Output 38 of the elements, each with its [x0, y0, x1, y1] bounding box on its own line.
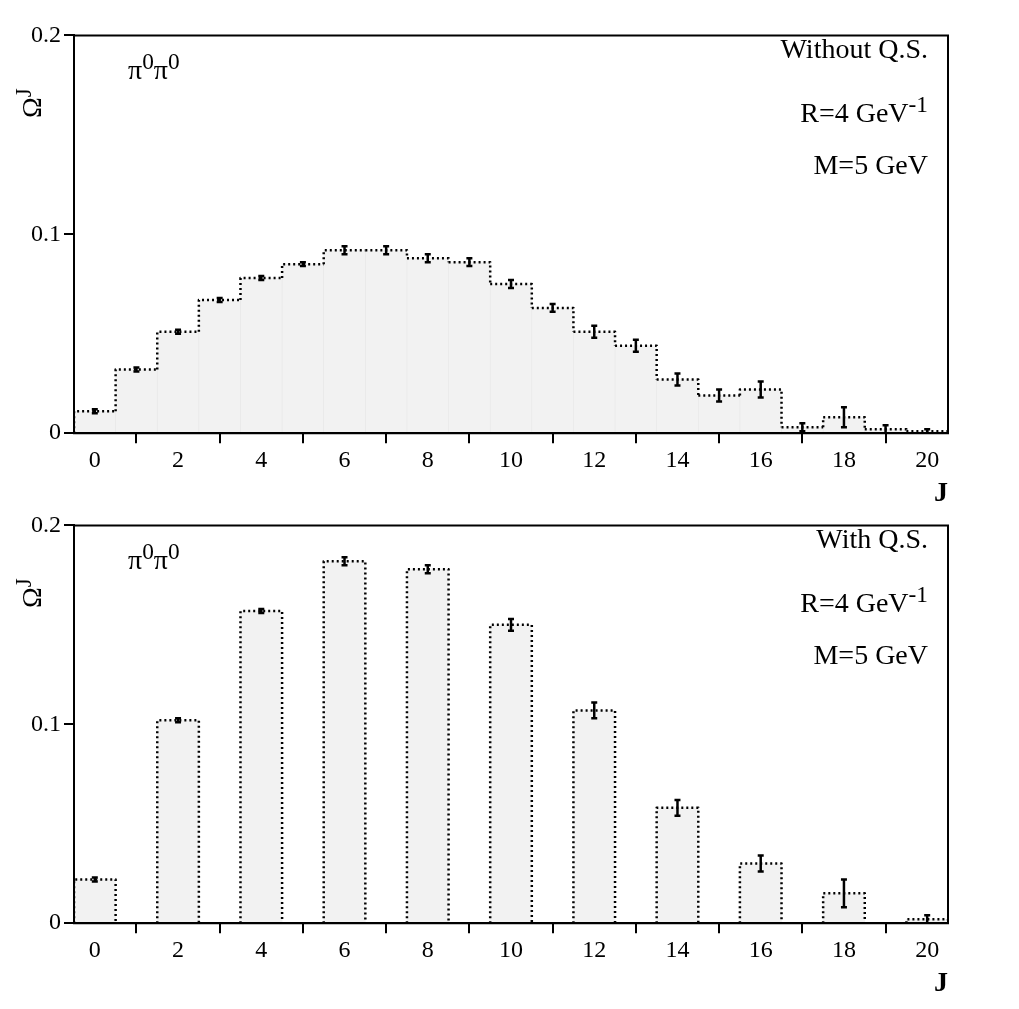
annotation: M=5 GeV	[813, 149, 928, 181]
x-tick-label: 8	[421, 935, 434, 962]
y-tick-label: 0.2	[31, 510, 61, 537]
x-tick-label: 6	[338, 935, 351, 962]
y-tick-label: 0	[49, 908, 61, 935]
x-tick-label: 14	[665, 445, 690, 472]
annotation: π$^{0}$π$^{0}$	[128, 48, 180, 87]
x-tick-label: 2	[172, 445, 185, 472]
annotation: With Q.S.	[816, 523, 928, 555]
y-tick-label: 0.1	[31, 709, 61, 736]
x-tick-label: 12	[582, 445, 607, 472]
x-axis-title: J	[934, 966, 948, 998]
annotation: Without Q.S.	[780, 33, 928, 65]
annotation: π$^{0}$π$^{0}$	[128, 538, 180, 577]
y-tick-label: 0.2	[31, 20, 61, 47]
x-tick-label: 6	[338, 445, 351, 472]
x-tick-label: 20	[915, 445, 940, 472]
x-tick-label: 0	[88, 935, 101, 962]
x-tick-label: 2	[172, 935, 185, 962]
x-tick-label: 10	[499, 935, 523, 962]
x-tick-label: 16	[748, 935, 773, 962]
y-tick-label: 0	[49, 418, 61, 445]
x-tick-label: 4	[255, 935, 268, 962]
x-tick-label: 16	[748, 445, 773, 472]
y-tick-label: 0.1	[31, 219, 61, 246]
annotation: M=5 GeV	[813, 639, 928, 671]
x-tick-label: 10	[499, 445, 523, 472]
x-tick-label: 14	[665, 935, 690, 962]
annotation: R=4 GeV$^{-1}$	[800, 581, 928, 620]
x-tick-label: 8	[421, 445, 434, 472]
x-tick-label: 4	[255, 445, 268, 472]
x-tick-label: 0	[88, 445, 101, 472]
x-axis-title: J	[934, 476, 948, 508]
x-tick-label: 18	[831, 445, 856, 472]
x-tick-label: 18	[831, 935, 856, 962]
x-tick-label: 20	[915, 935, 940, 962]
x-tick-label: 12	[582, 935, 607, 962]
annotation: R=4 GeV$^{-1}$	[800, 91, 928, 130]
